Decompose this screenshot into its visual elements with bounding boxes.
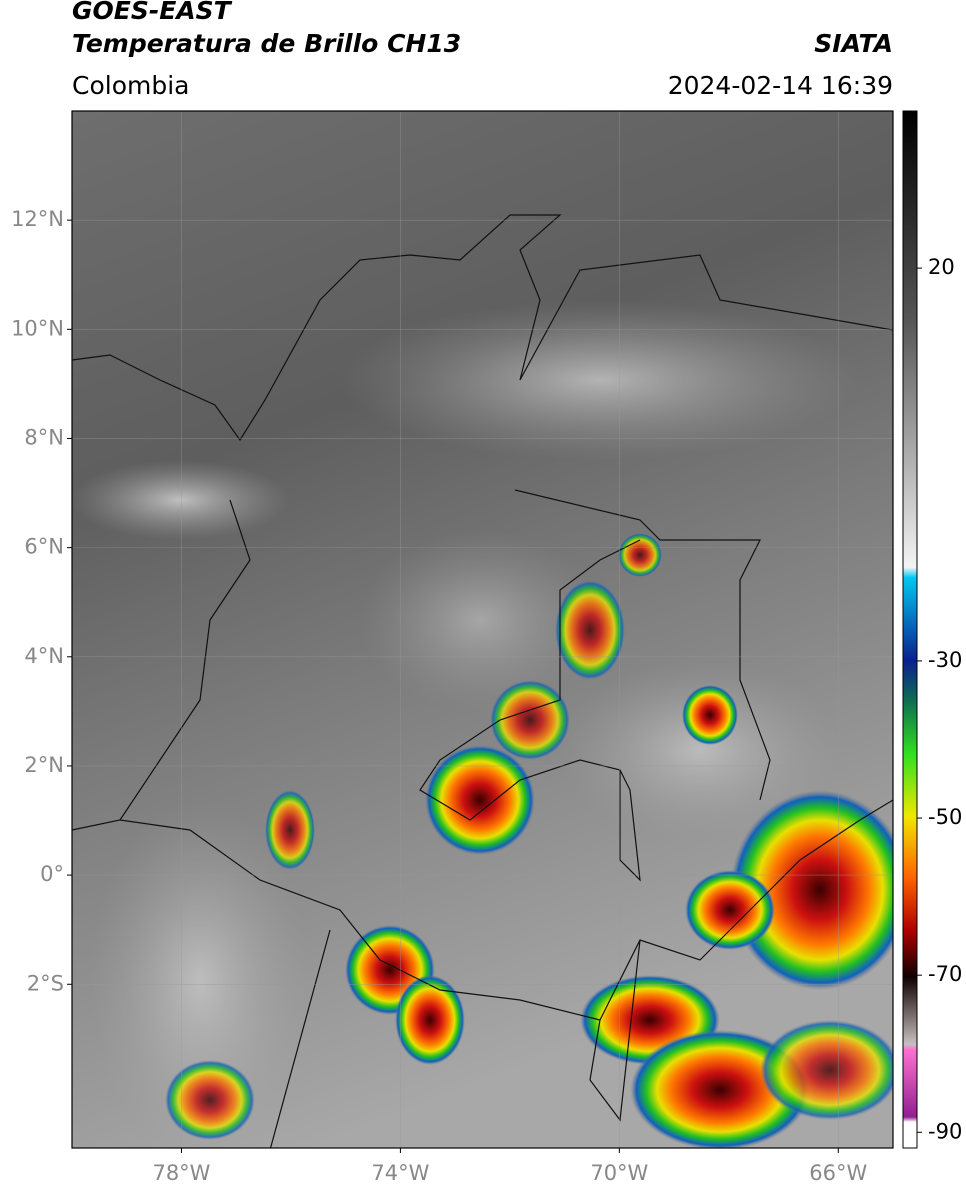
colorbar-label: 20 — [928, 255, 955, 279]
y-tick-label: 2°N — [24, 753, 64, 777]
title: GOES-EAST — [72, 0, 233, 25]
region: Colombia — [72, 71, 189, 100]
satellite-image — [72, 111, 893, 1148]
colorbar — [902, 110, 918, 1149]
y-tick-label: 12°N — [11, 207, 64, 231]
map-frame — [71, 110, 894, 1149]
x-tick-label: 78°W — [152, 1161, 210, 1185]
y-tick-label: 6°N — [24, 535, 64, 559]
y-tick-label: 4°N — [24, 644, 64, 668]
y-tick-label: 2°S — [27, 971, 64, 995]
x-tick-label: 74°W — [371, 1161, 429, 1185]
y-tick-label: 10°N — [11, 316, 64, 340]
x-tick-label: 66°W — [809, 1161, 867, 1185]
y-tick-label: 8°N — [24, 425, 64, 449]
colorbar-label: -30 — [928, 648, 962, 672]
datetime: 2024-02-14 16:39 — [668, 71, 893, 100]
colorbar-label: -50 — [928, 805, 962, 829]
colorbar-label: -70 — [928, 962, 962, 986]
subtitle: Temperatura de Brillo CH13 — [72, 29, 461, 58]
source: SIATA — [814, 29, 893, 58]
colorbar-label: -90 — [928, 1119, 962, 1143]
x-tick-label: 70°W — [590, 1161, 648, 1185]
y-tick-label: 0° — [40, 862, 64, 886]
